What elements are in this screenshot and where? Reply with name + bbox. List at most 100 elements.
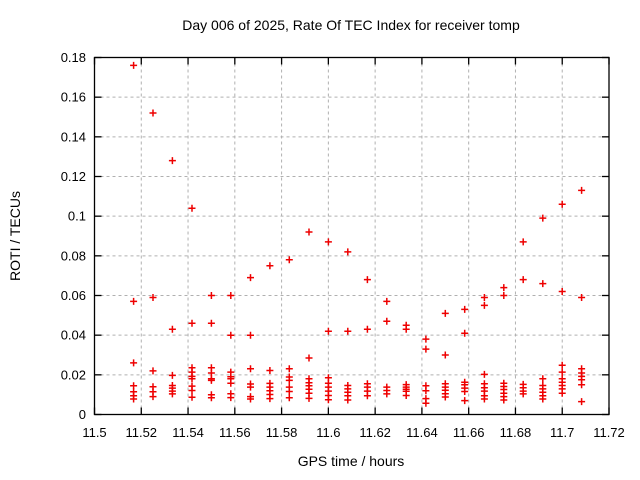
data-point-marker xyxy=(402,392,410,399)
data-point-marker xyxy=(578,381,586,389)
data-point-marker xyxy=(188,387,196,394)
data-point-marker xyxy=(441,309,449,317)
data-point-marker xyxy=(500,396,508,404)
data-point-marker xyxy=(383,317,391,325)
data-point-marker xyxy=(519,238,527,246)
y-tick-label: 0.04 xyxy=(61,328,86,343)
y-tick-label: 0.12 xyxy=(61,169,86,184)
y-tick-label: 0.1 xyxy=(68,209,86,224)
data-point-marker xyxy=(539,214,547,222)
data-point-marker xyxy=(266,367,274,374)
data-point-marker xyxy=(130,297,138,305)
data-point-marker xyxy=(168,325,176,333)
data-point-marker xyxy=(363,325,371,333)
data-point-marker xyxy=(480,370,488,378)
data-point-marker xyxy=(383,390,391,398)
data-point-marker xyxy=(130,359,138,367)
x-tick-label: 11.58 xyxy=(266,425,298,440)
data-point-marker xyxy=(227,331,235,339)
data-point-marker xyxy=(344,327,352,335)
data-point-marker xyxy=(539,375,547,383)
data-point-marker xyxy=(188,393,196,401)
data-point-marker xyxy=(207,376,215,384)
data-point-marker xyxy=(247,395,254,403)
x-tick-label: 11.72 xyxy=(593,425,625,440)
data-point-marker xyxy=(168,157,176,165)
data-point-marker xyxy=(207,394,215,402)
x-tick-label: 11.5 xyxy=(82,425,106,440)
data-point-marker xyxy=(519,276,527,284)
chart-title: Day 006 of 2025, Rate Of TEC Index for r… xyxy=(182,17,520,33)
data-point-marker xyxy=(578,398,586,406)
data-point-marker xyxy=(305,394,313,402)
data-point-marker xyxy=(422,345,430,353)
data-point-marker xyxy=(227,379,235,387)
data-point-marker xyxy=(149,367,157,375)
data-point-marker xyxy=(519,390,527,398)
data-point-marker xyxy=(149,393,157,401)
data-point-marker xyxy=(558,361,566,369)
y-tick-label: 0.08 xyxy=(61,248,86,263)
data-point-marker xyxy=(480,301,488,309)
data-point-marker xyxy=(305,354,313,362)
y-tick-label: 0 xyxy=(79,407,86,422)
y-axis-label: ROTI / TECUs xyxy=(7,191,23,281)
data-point-marker xyxy=(461,388,469,395)
data-point-marker xyxy=(207,292,215,299)
x-tick-label: 11.7 xyxy=(550,425,574,440)
data-point-marker xyxy=(441,393,449,401)
x-tick-label: 11.54 xyxy=(172,425,204,440)
y-tick-label: 0.16 xyxy=(61,90,86,105)
data-point-marker xyxy=(266,262,274,270)
tick-layer: 11.5 11.52 11.54 11.56 11.58 11.6 11.62 11.64 11… xyxy=(61,50,625,440)
x-tick-label: 11.68 xyxy=(500,425,532,440)
data-point-marker xyxy=(285,394,293,402)
x-tick-label: 11.62 xyxy=(359,425,391,440)
data-point-marker xyxy=(539,395,547,403)
data-point-marker xyxy=(227,292,235,299)
data-point-marker xyxy=(149,294,157,301)
data-point-marker xyxy=(247,383,254,391)
data-point-marker xyxy=(422,399,430,407)
data-point-marker xyxy=(422,335,430,343)
data-point-marker xyxy=(402,325,410,333)
data-point-marker xyxy=(227,394,235,402)
data-point-marker xyxy=(285,388,293,395)
x-tick-label: 11.52 xyxy=(125,425,157,440)
x-axis-label: GPS time / hours xyxy=(298,453,405,469)
y-tick-label: 0.18 xyxy=(61,50,86,65)
data-point-marker xyxy=(188,375,196,383)
data-point-marker xyxy=(324,327,332,335)
data-point-marker xyxy=(285,256,293,264)
data-point-marker xyxy=(130,395,138,403)
data-point-marker xyxy=(578,186,586,194)
data-points-layer xyxy=(130,61,586,407)
data-point-marker xyxy=(344,396,352,404)
data-point-marker xyxy=(558,389,566,397)
data-point-marker xyxy=(324,396,332,404)
y-tick-label: 0.14 xyxy=(61,129,86,144)
data-point-marker xyxy=(247,365,254,373)
data-point-marker xyxy=(149,109,157,117)
data-point-marker xyxy=(363,392,371,400)
x-tick-label: 11.66 xyxy=(453,425,485,440)
data-point-marker xyxy=(168,390,176,398)
grid-layer xyxy=(94,57,609,415)
data-point-marker xyxy=(285,365,293,373)
x-tick-label: 11.6 xyxy=(316,425,340,440)
data-point-marker xyxy=(500,284,508,292)
data-point-marker xyxy=(207,319,215,327)
data-point-marker xyxy=(500,292,508,299)
data-point-marker xyxy=(188,319,196,327)
x-tick-label: 11.64 xyxy=(406,425,438,440)
data-point-marker xyxy=(344,248,352,256)
data-point-marker xyxy=(558,200,566,208)
data-point-marker xyxy=(422,387,430,395)
data-point-marker xyxy=(383,297,391,305)
data-point-marker xyxy=(266,395,274,403)
data-point-marker xyxy=(305,228,313,236)
data-point-marker xyxy=(480,294,488,301)
data-point-marker xyxy=(461,397,469,405)
x-tick-label: 11.56 xyxy=(219,425,251,440)
